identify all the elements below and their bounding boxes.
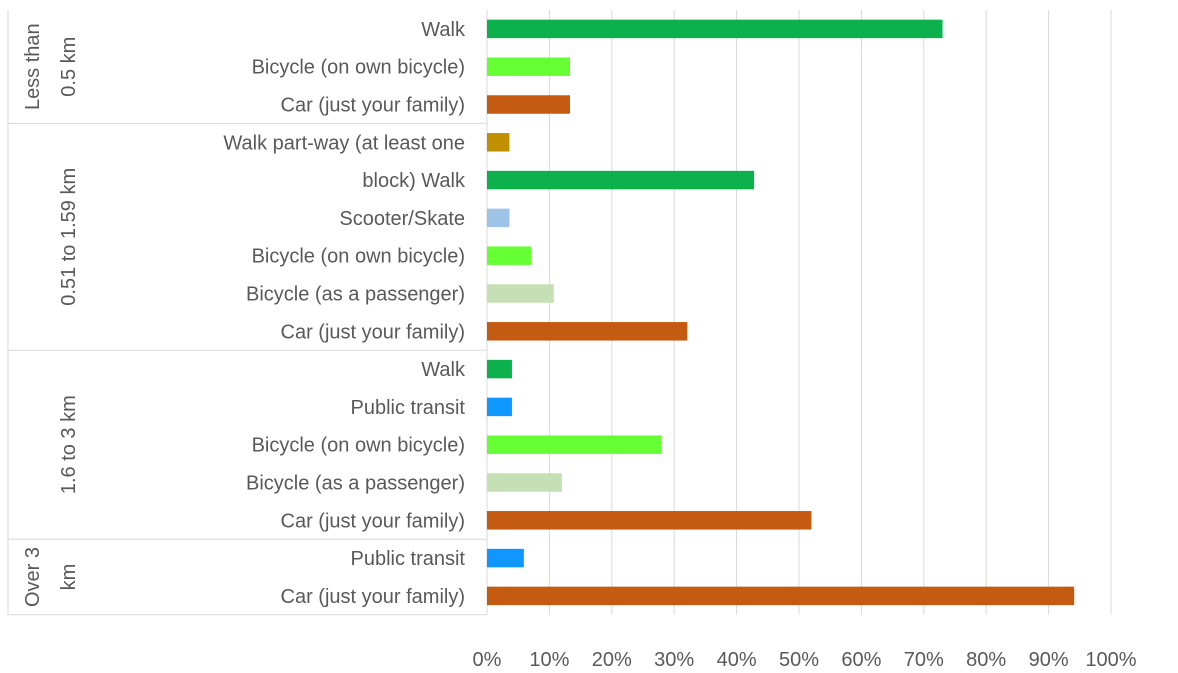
bar bbox=[487, 359, 512, 379]
bar bbox=[487, 133, 510, 152]
group-label-line: km bbox=[58, 564, 80, 591]
bar bbox=[487, 511, 812, 530]
group-label-line: Over 3 bbox=[22, 547, 44, 607]
group-label-line: 0.51 to 1.59 km bbox=[58, 168, 80, 306]
bar bbox=[487, 548, 524, 568]
group-label: 0.51 to 1.59 km bbox=[58, 168, 80, 306]
x-tick-label: 70% bbox=[904, 649, 944, 671]
bar bbox=[487, 586, 1075, 606]
bar bbox=[487, 208, 510, 228]
category-label: Car (just your family) bbox=[281, 510, 465, 532]
x-tick-label: 60% bbox=[841, 649, 881, 671]
category-label: Scooter/Skate bbox=[339, 208, 465, 230]
x-tick-label: 20% bbox=[592, 649, 632, 671]
bar bbox=[487, 473, 562, 492]
bar bbox=[487, 284, 554, 303]
group-label-line: 1.6 to 3 km bbox=[58, 395, 80, 494]
category-label: Walk bbox=[421, 359, 466, 381]
category-label: Bicycle (as a passenger) bbox=[246, 473, 465, 495]
category-label: Bicycle (on own bicycle) bbox=[252, 246, 465, 268]
group-labels: Less than 0.5 km 0.51 to 1.59 km 1.6 to 3 k… bbox=[22, 23, 80, 607]
category-group-frame bbox=[7, 10, 488, 616]
group-label: Over 3 km bbox=[22, 547, 80, 607]
x-tick-label: 90% bbox=[1029, 649, 1069, 671]
bar bbox=[487, 322, 688, 341]
category-label: Bicycle (on own bicycle) bbox=[252, 57, 465, 79]
category-label: Public transit bbox=[351, 548, 466, 570]
x-tick-label: 10% bbox=[529, 649, 569, 671]
category-label: Car (just your family) bbox=[281, 321, 465, 343]
bar bbox=[487, 170, 755, 190]
category-label: Bicycle (as a passenger) bbox=[246, 284, 465, 306]
group-label-line: 0.5 km bbox=[58, 37, 80, 97]
category-label: Car (just your family) bbox=[281, 95, 465, 117]
group-label: 1.6 to 3 km bbox=[58, 395, 80, 494]
x-tick-label: 80% bbox=[966, 649, 1006, 671]
category-label: Car (just your family) bbox=[281, 586, 465, 608]
x-axis-ticks: 0% 10% 20% 30% 40% 50% 60% 70% 80% 90% 100% bbox=[473, 649, 1137, 671]
category-label: Walk bbox=[421, 19, 466, 41]
x-tick-label: 40% bbox=[717, 649, 757, 671]
bar bbox=[487, 435, 662, 454]
x-tick-label: 0% bbox=[473, 649, 502, 671]
bars bbox=[487, 19, 1075, 606]
group-label-line: Less than bbox=[22, 23, 44, 110]
x-tick-label: 30% bbox=[654, 649, 694, 671]
group-label: Less than 0.5 km bbox=[22, 23, 80, 110]
x-tick-label: 50% bbox=[779, 649, 819, 671]
category-label: Walk part-way (at least one bbox=[223, 132, 465, 154]
bar bbox=[487, 19, 943, 39]
bar bbox=[487, 95, 570, 114]
category-label: Public transit bbox=[351, 397, 466, 419]
category-label: Bicycle (on own bicycle) bbox=[252, 435, 465, 457]
bar bbox=[487, 246, 532, 265]
bar bbox=[487, 397, 512, 417]
bar bbox=[487, 57, 570, 76]
x-tick-label: 100% bbox=[1085, 649, 1136, 671]
category-label: block) Walk bbox=[362, 170, 466, 192]
category-labels: Walk Bicycle (on own bicycle) Car (just yo… bbox=[223, 19, 466, 608]
